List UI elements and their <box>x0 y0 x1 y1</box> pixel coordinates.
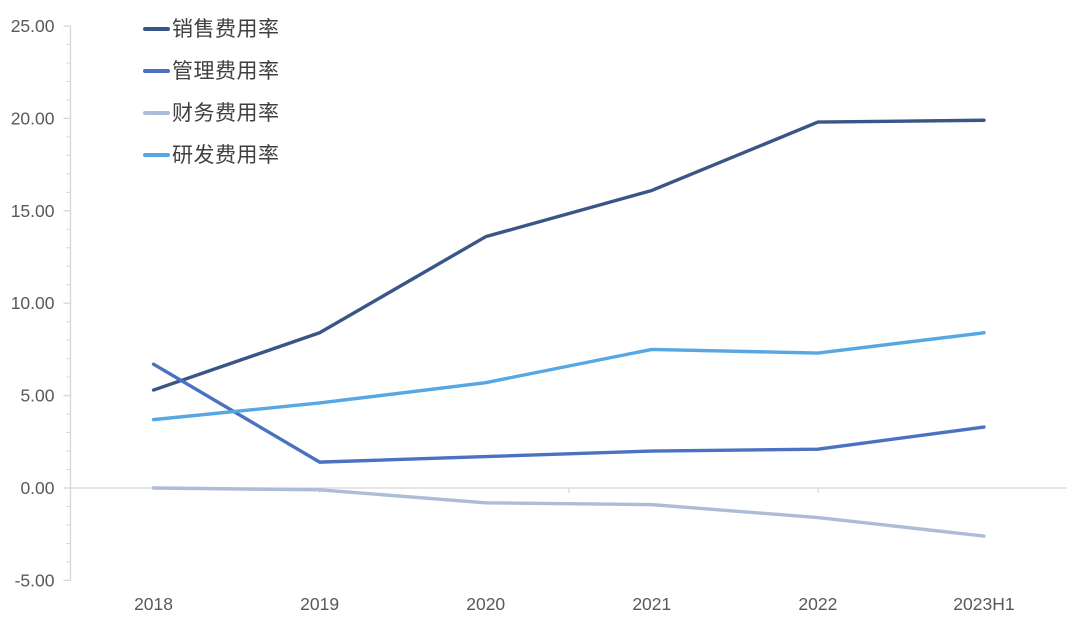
legend-item-series-3: 研发费用率 <box>143 134 280 176</box>
series-line-2 <box>151 486 986 538</box>
legend-swatch-series-3 <box>143 153 170 157</box>
legend-swatch-series-2 <box>143 111 170 115</box>
x-category-label: 2019 <box>300 594 339 614</box>
legend-label-series-1: 管理费用率 <box>172 58 280 83</box>
y-tick-label: 10.00 <box>11 293 55 313</box>
y-tick-label: 5.00 <box>20 386 54 406</box>
x-category-label: 2022 <box>798 594 837 614</box>
series-line-3 <box>151 331 986 422</box>
x-category-label: 2021 <box>632 594 671 614</box>
legend-label-series-0: 销售费用率 <box>172 16 280 41</box>
y-tick-label: 0.00 <box>20 478 54 498</box>
series-line-0 <box>151 118 986 392</box>
legend: 销售费用率 管理费用率 财务费用率 研发费用率 <box>143 8 280 176</box>
legend-swatch-series-0 <box>143 27 170 31</box>
legend-item-series-1: 管理费用率 <box>143 50 280 92</box>
legend-swatch-series-1 <box>143 69 170 73</box>
y-tick-label: 15.00 <box>11 201 55 221</box>
x-category-label: 2020 <box>466 594 505 614</box>
x-category-label: 2023H1 <box>953 594 1014 614</box>
series-line-1 <box>151 362 986 464</box>
y-tick-label: -5.00 <box>15 570 55 590</box>
y-tick-label: 25.00 <box>11 16 55 36</box>
legend-item-series-0: 销售费用率 <box>143 8 280 50</box>
legend-item-series-2: 财务费用率 <box>143 92 280 134</box>
legend-label-series-2: 财务费用率 <box>172 100 280 125</box>
y-tick-label: 20.00 <box>11 108 55 128</box>
x-category-label: 2018 <box>134 594 173 614</box>
legend-label-series-3: 研发费用率 <box>172 142 280 167</box>
